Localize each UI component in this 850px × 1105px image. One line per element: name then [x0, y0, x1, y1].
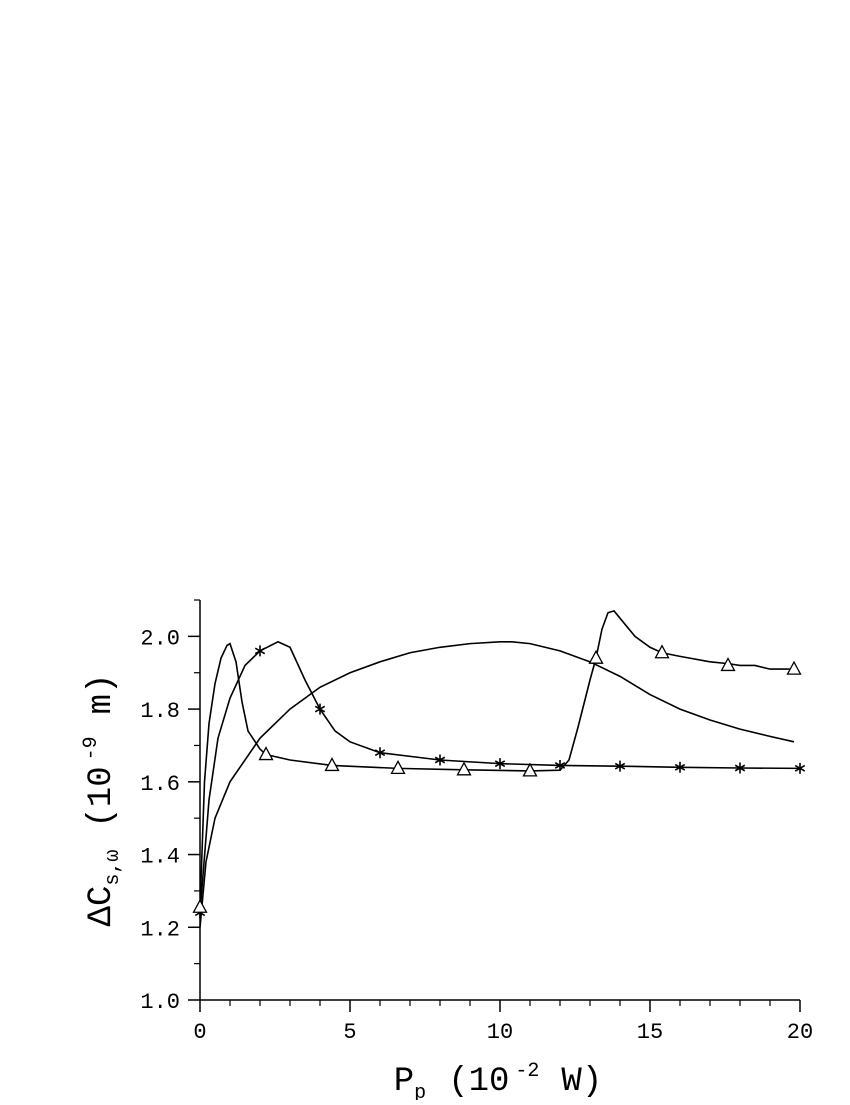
marker [374, 747, 386, 759]
marker [390, 759, 406, 775]
marker [720, 657, 736, 672]
x-label-part: P [394, 1063, 414, 1100]
marker [494, 758, 506, 770]
marker [324, 757, 340, 772]
x-axis-label: Pp (10 -2 W) [394, 1060, 602, 1100]
marker [456, 761, 472, 776]
x-label-sub: p [414, 1082, 426, 1100]
marker [674, 761, 686, 773]
series-line [199, 609, 794, 910]
y-label-sup: -9 [80, 736, 103, 760]
x-tick-label: 20 [787, 1020, 813, 1045]
marker [786, 660, 802, 675]
x-tick-label: 15 [637, 1020, 663, 1045]
marker [614, 760, 626, 772]
marker [794, 762, 806, 774]
y-tick-label: 1.2 [140, 917, 180, 942]
y-label-sub: s,ω [102, 850, 125, 886]
x-tick-label: 10 [487, 1020, 513, 1045]
marker [192, 898, 208, 913]
marker [522, 762, 538, 777]
x-label-part: W) [561, 1063, 602, 1100]
y-label-part: m) [83, 674, 121, 715]
marker [314, 703, 326, 715]
series-line [199, 641, 795, 928]
marker [588, 649, 604, 664]
y-label-part: ΔC [83, 886, 121, 927]
marker [254, 645, 266, 657]
marker [654, 644, 670, 659]
series-line [199, 640, 801, 913]
y-label-part: (10 [83, 766, 121, 827]
y-tick-label: 1.8 [140, 699, 180, 724]
y-axis-label: ΔCs,ω (10 -9 m) [80, 674, 125, 927]
marker [258, 746, 274, 761]
x-label-part: (10 [448, 1063, 509, 1100]
x-tick-label: 0 [193, 1020, 206, 1045]
y-tick-label: 1.4 [140, 845, 180, 870]
y-tick-label: 1.6 [140, 772, 180, 797]
y-tick-label: 2.0 [140, 626, 180, 651]
x-label-sup: -2 [515, 1060, 539, 1083]
marker [434, 754, 446, 766]
marker [734, 762, 746, 774]
y-tick-label: 1.0 [140, 990, 180, 1015]
x-tick-label: 5 [343, 1020, 356, 1045]
